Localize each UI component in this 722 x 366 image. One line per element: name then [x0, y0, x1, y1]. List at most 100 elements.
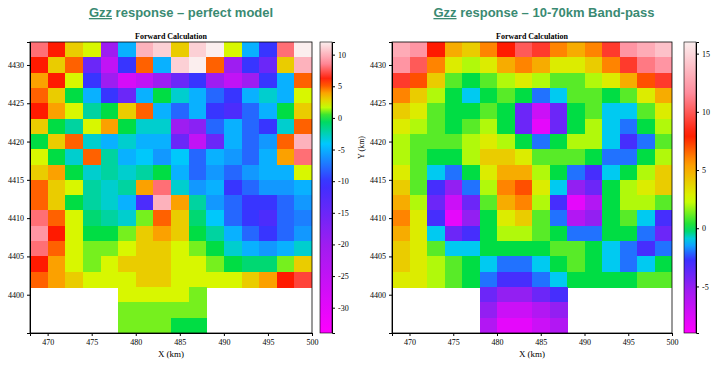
heatmap-cell: [497, 195, 515, 211]
colorbar-tick: -30: [332, 304, 349, 313]
heatmap-cell: [497, 318, 515, 333]
heatmap-cell: [462, 134, 480, 150]
heatmap-cell: [655, 210, 673, 226]
y-axis-title: Y (km): [357, 136, 366, 159]
heatmap-cell: [550, 256, 568, 272]
x-tick: 500: [307, 333, 319, 347]
heatmap-cell: [259, 256, 277, 272]
heatmap-cell: [585, 88, 603, 104]
heatmap-cell: [171, 88, 189, 104]
heatmap-cell: [277, 210, 295, 226]
heatmap-cell: [65, 42, 83, 58]
heatmap-cell: [427, 88, 445, 104]
colorbar-tick: -20: [332, 240, 349, 249]
heatmap-cell: [480, 119, 498, 135]
colorbar-tick: -10: [332, 177, 349, 186]
heatmap-cell: [410, 73, 428, 89]
heatmap-cell: [242, 88, 260, 104]
heatmap-cell: [532, 88, 550, 104]
heatmap-cell: [101, 241, 119, 257]
heatmap-cell: [30, 103, 48, 119]
colorbar-tick-mark: [332, 244, 335, 245]
heatmap-cell: [48, 180, 66, 196]
y-tick-mark: [27, 180, 30, 181]
heatmap-cell: [655, 103, 673, 119]
heatmap-cell: [277, 195, 295, 211]
y-axis: 4400440544104415442044254430: [370, 43, 393, 334]
heatmap-cell: [242, 57, 260, 73]
heatmap-cell: [462, 195, 480, 211]
subtitle: Forward Calculation: [496, 32, 568, 41]
heatmap-cell: [532, 302, 550, 318]
heatmap-cell: [427, 103, 445, 119]
heatmap-cell: [171, 272, 189, 288]
heatmap-cell: [655, 180, 673, 196]
heatmap-cell: [101, 103, 119, 119]
heading: Gzz response – 10-70km Band-pass: [433, 5, 654, 20]
heatmap-cell: [101, 119, 119, 135]
heatmap-cell: [171, 180, 189, 196]
heatmap-cell: [83, 88, 101, 104]
heatmap-cell: [153, 302, 171, 318]
heatmap-cell: [153, 119, 171, 135]
heatmap-cell: [392, 119, 410, 135]
heatmap-cell: [655, 256, 673, 272]
heatmap-cell: [277, 73, 295, 89]
heatmap-cell: [224, 42, 242, 58]
heatmap-cell: [410, 134, 428, 150]
heatmap-cell: [153, 226, 171, 242]
plot-frame: [30, 42, 312, 333]
y-axis-line: [27, 43, 31, 334]
heatmap-cell: [83, 165, 101, 181]
heatmap-cell: [224, 103, 242, 119]
heatmap-cell: [445, 226, 463, 242]
heatmap-cell: [515, 119, 533, 135]
heatmap-cell: [602, 272, 620, 288]
heatmap-cell: [206, 180, 224, 196]
heatmap-cell: [392, 165, 410, 181]
heatmap-cell: [294, 103, 312, 119]
colorbar-tick-label: -25: [338, 272, 349, 281]
heatmap-cell: [171, 73, 189, 89]
heatmap-cell: [462, 42, 480, 58]
heatmap-cell: [242, 180, 260, 196]
heatmap-cell: [153, 210, 171, 226]
heatmap-cell: [259, 180, 277, 196]
heatmap-cell: [445, 195, 463, 211]
heatmap-cell: [410, 88, 428, 104]
heatmap-cell: [567, 210, 585, 226]
heatmap-cell: [392, 134, 410, 150]
heatmap-cell: [30, 195, 48, 211]
heatmap-cell: [136, 88, 154, 104]
heatmap-cell: [515, 103, 533, 119]
y-tick: 4415: [8, 176, 30, 185]
heatmap-cell: [30, 210, 48, 226]
heatmap-cell: [392, 195, 410, 211]
heatmap-cell: [515, 149, 533, 165]
heatmap-cell: [206, 226, 224, 242]
heatmap-cell: [410, 119, 428, 135]
heatmap-cell: [427, 195, 445, 211]
heatmap-cell: [637, 256, 655, 272]
x-tick-mark: [628, 333, 629, 336]
heatmap-cell: [532, 42, 550, 58]
heatmap-cell: [392, 103, 410, 119]
colorbar-tick: 0: [332, 114, 342, 123]
heatmap-cell: [153, 57, 171, 73]
heatmap-cell: [189, 195, 207, 211]
colorbar-tick: 10: [696, 108, 710, 117]
heatmap-cell: [294, 57, 312, 73]
heatmap-cell: [567, 165, 585, 181]
heatmap-cell: [567, 119, 585, 135]
heatmap-cell: [224, 165, 242, 181]
y-tick-label: 4430: [8, 61, 24, 70]
heatmap-cell: [550, 42, 568, 58]
x-tick: 495: [623, 333, 635, 347]
heatmap-cell: [480, 88, 498, 104]
colorbar-tick-label: -5: [702, 283, 709, 292]
heatmap-cell: [294, 88, 312, 104]
heatmap-cell: [655, 73, 673, 89]
heatmap-cell: [620, 103, 638, 119]
heatmap-cell: [532, 73, 550, 89]
heatmap-cell: [585, 134, 603, 150]
